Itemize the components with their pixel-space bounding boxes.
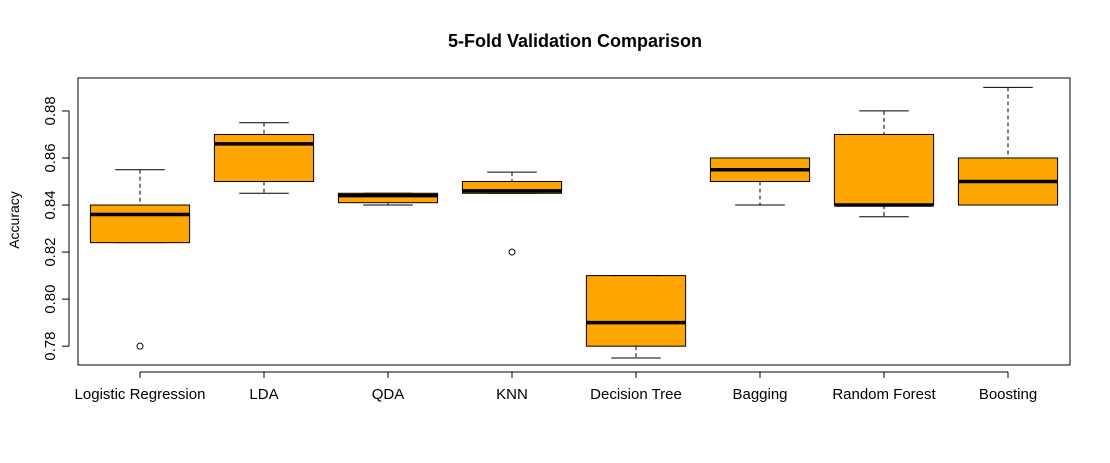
box-group: [213, 122, 315, 194]
x-tick-label: LDA: [249, 386, 278, 403]
box-group: [709, 157, 811, 206]
box-group: [957, 86, 1059, 206]
y-tick-label: 0.78: [42, 332, 59, 361]
x-tick-label: Bagging: [732, 386, 787, 403]
box-group: [585, 275, 687, 359]
outlier-point: [508, 248, 516, 256]
box-group: [833, 110, 935, 218]
x-tick-label: QDA: [372, 386, 405, 403]
box-iqr: [833, 133, 935, 206]
x-tick-label: Random Forest: [832, 386, 936, 403]
boxes-layer: [89, 86, 1059, 359]
x-axis: Logistic Regression LDA QDA KNN Decision Tre…: [75, 371, 1037, 403]
box-iqr: [461, 181, 563, 194]
box-group: [89, 169, 191, 350]
box-iqr: [585, 275, 687, 347]
box-iqr: [213, 133, 315, 183]
plot-frame: [77, 77, 1071, 366]
box-group: [337, 192, 439, 206]
y-axis-label: Accuracy: [6, 191, 22, 249]
y-tick-label: 0.88: [42, 96, 59, 125]
y-tick-label: 0.82: [42, 237, 59, 266]
box-iqr: [337, 192, 439, 204]
box-iqr: [89, 204, 191, 244]
outlier-point: [136, 342, 144, 350]
chart-title: 5-Fold Validation Comparison: [448, 31, 702, 51]
y-axis: 0.78 0.80 0.82 0.84 0.86 0.88: [42, 96, 70, 361]
y-tick-label: 0.84: [42, 190, 59, 219]
y-tick-label: 0.86: [42, 143, 59, 172]
y-tick-label: 0.80: [42, 285, 59, 314]
box-group: [461, 171, 563, 256]
x-tick-label: Boosting: [979, 386, 1037, 403]
x-tick-label: Decision Tree: [590, 386, 682, 403]
x-tick-label: Logistic Regression: [75, 386, 206, 403]
x-tick-label: KNN: [496, 386, 528, 403]
